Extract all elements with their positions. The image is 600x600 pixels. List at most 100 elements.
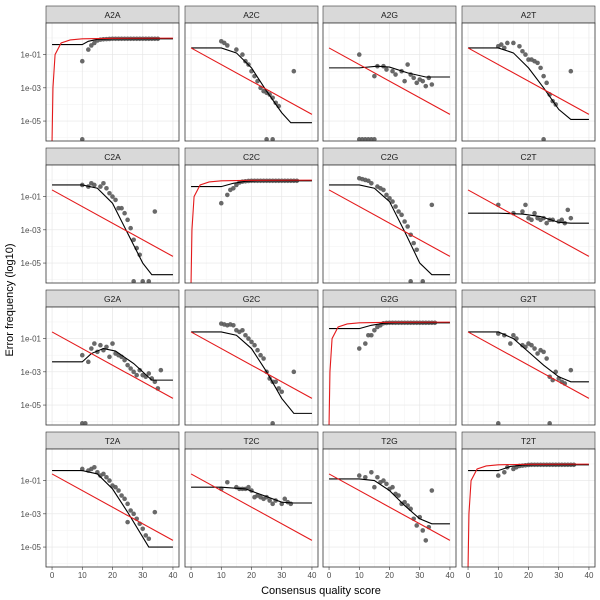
panel-border	[45, 164, 180, 284]
data-point	[414, 80, 420, 86]
data-point	[498, 42, 504, 47]
facet-strip-label: C2T	[520, 152, 536, 162]
data-point	[372, 73, 377, 79]
data-point	[547, 421, 552, 425]
plot-area	[328, 469, 451, 543]
data-point	[414, 523, 420, 528]
facet-strip-label: G2C	[243, 294, 260, 304]
y-tick-label: 1e-05	[21, 259, 42, 268]
fitted-error-line	[52, 347, 173, 381]
data-point	[119, 205, 124, 211]
data-point	[523, 202, 528, 208]
data-point	[390, 484, 395, 490]
data-point	[568, 367, 574, 373]
data-point	[131, 511, 136, 517]
facet-strip-label: G2A	[104, 294, 121, 304]
x-tick-label: 30	[415, 571, 424, 580]
y-tick-label: 1e-01	[21, 335, 42, 344]
panel-border	[184, 164, 319, 284]
data-point	[128, 366, 133, 371]
facet-panel-g2a: G2A 1e-01 1e-03 1e-05	[21, 289, 180, 426]
data-point	[158, 367, 164, 373]
x-axis-title: Consensus quality score	[261, 585, 381, 597]
nominal-error-line	[51, 473, 174, 541]
data-point	[356, 346, 362, 351]
x-tick-label: 10	[217, 571, 226, 580]
data-point	[426, 75, 432, 81]
data-point	[104, 474, 109, 480]
data-point	[356, 52, 362, 57]
data-point	[502, 469, 507, 475]
data-point	[122, 210, 127, 216]
data-point	[249, 339, 254, 345]
data-point	[559, 217, 565, 223]
panel-border	[461, 22, 596, 142]
facet-strip-label: C2A	[104, 152, 121, 162]
x-tick-label: 40	[446, 571, 455, 580]
grid	[185, 165, 318, 283]
data-point	[393, 72, 398, 77]
data-point	[79, 137, 85, 141]
facet-panel-c2a: C2A 1e-01 1e-03 1e-05	[21, 147, 180, 284]
data-point	[276, 386, 282, 391]
panel-border	[45, 22, 180, 142]
data-point	[140, 526, 146, 532]
data-point	[279, 389, 285, 395]
y-tick-label: 1e-05	[21, 117, 42, 126]
y-tick-label: 1e-03	[21, 226, 42, 235]
fitted-error-line	[191, 47, 312, 124]
data-point	[535, 60, 540, 66]
plot-area	[467, 462, 589, 567]
data-point	[520, 209, 525, 214]
panel-border	[322, 22, 457, 142]
fitted-error-line	[329, 478, 450, 525]
data-point	[234, 182, 239, 188]
data-point	[541, 137, 546, 141]
data-point	[423, 83, 429, 89]
facet-panel-c2t: C2T	[461, 147, 596, 284]
nominal-error-line	[467, 189, 590, 257]
data-point	[264, 137, 269, 141]
data-point	[270, 421, 275, 425]
data-point	[258, 352, 263, 358]
data-point	[131, 369, 136, 375]
data-point	[541, 73, 546, 79]
data-point	[381, 187, 386, 193]
panel-border	[461, 306, 596, 426]
data-point	[131, 237, 136, 243]
data-point	[128, 508, 133, 513]
facet-strip-label: A2G	[381, 10, 398, 20]
facet-strip-label: A2A	[104, 10, 120, 20]
nominal-error-line	[190, 331, 313, 399]
data-point	[420, 78, 426, 84]
nominal-error-line	[328, 47, 451, 115]
data-point	[273, 379, 278, 385]
data-point	[363, 474, 368, 480]
facet-strip-label: G2T	[520, 294, 537, 304]
x-tick-label: 30	[277, 571, 286, 580]
data-point	[255, 347, 260, 353]
facet-strip-label: C2G	[381, 152, 398, 162]
facet-strip-label: T2G	[381, 436, 398, 446]
panel-border	[461, 164, 596, 284]
x-tick-label: 20	[108, 571, 117, 580]
grid	[462, 449, 595, 567]
x-tick-label: 20	[247, 571, 256, 580]
fitted-error-line	[52, 470, 173, 548]
data-point	[390, 199, 395, 204]
data-point	[420, 528, 426, 533]
plot-area	[190, 473, 313, 541]
data-point	[372, 484, 377, 490]
data-point	[270, 137, 275, 141]
data-point	[291, 369, 297, 375]
data-point	[231, 185, 236, 191]
data-point	[384, 192, 389, 198]
data-point	[110, 341, 115, 346]
data-point	[381, 478, 386, 483]
panel-border	[184, 306, 319, 426]
facet-panel-a2a: A2A 1e-01 1e-03 1e-05	[21, 5, 180, 142]
y-tick-label: 1e-01	[21, 193, 42, 202]
data-point	[98, 342, 103, 348]
data-point	[98, 184, 103, 189]
